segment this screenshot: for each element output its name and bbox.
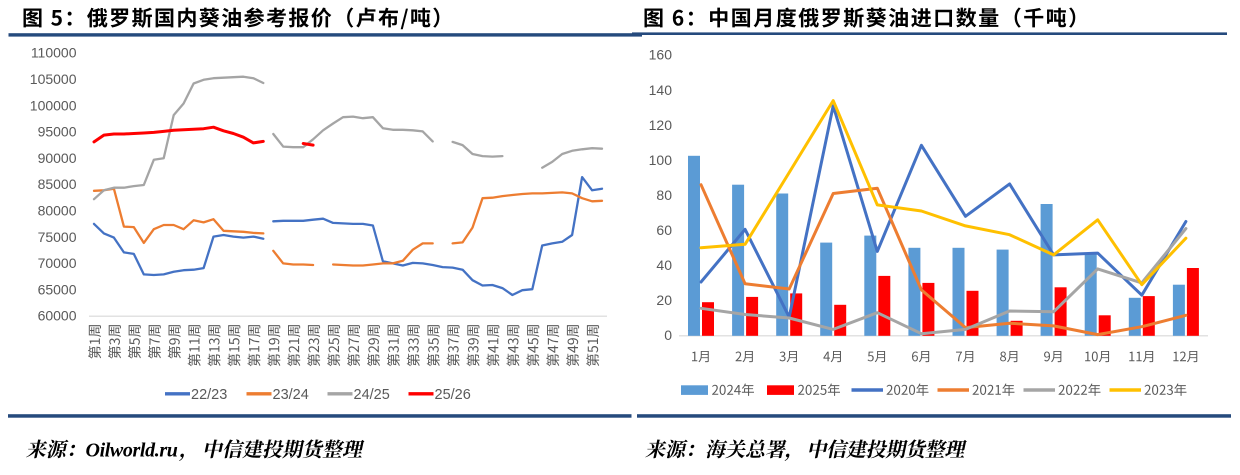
svg-text:75000: 75000 [38, 229, 77, 245]
svg-text:160: 160 [649, 47, 673, 63]
svg-text:110000: 110000 [31, 45, 77, 61]
svg-text:80: 80 [656, 187, 672, 203]
svg-text:60: 60 [656, 222, 672, 238]
svg-text:100: 100 [649, 152, 673, 168]
svg-text:90000: 90000 [38, 150, 77, 166]
svg-text:105000: 105000 [30, 71, 77, 87]
svg-text:20: 20 [656, 292, 672, 308]
svg-text:95000: 95000 [38, 124, 77, 140]
svg-text:25/26: 25/26 [435, 387, 471, 403]
svg-text:140: 140 [649, 82, 673, 98]
svg-text:40: 40 [656, 257, 672, 273]
svg-text:65000: 65000 [38, 281, 77, 297]
svg-text:23/24: 23/24 [273, 387, 309, 403]
svg-text:22/23: 22/23 [191, 387, 227, 403]
svg-text:24/25: 24/25 [354, 387, 390, 403]
svg-text:60000: 60000 [38, 308, 77, 324]
svg-text:100000: 100000 [30, 97, 77, 113]
svg-text:0: 0 [664, 327, 672, 343]
svg-text:Oilworld.ru: Oilworld.ru [86, 440, 178, 462]
svg-text:70000: 70000 [38, 255, 77, 271]
svg-text:120: 120 [649, 117, 673, 133]
svg-text:85000: 85000 [38, 176, 77, 192]
svg-text:80000: 80000 [38, 203, 77, 219]
